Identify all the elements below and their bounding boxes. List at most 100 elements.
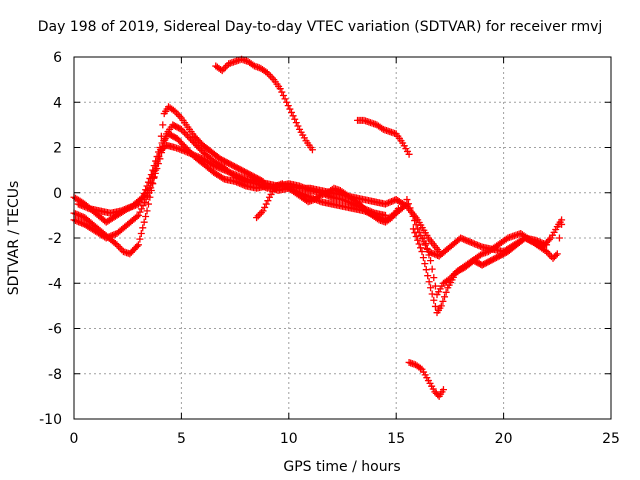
chart-title: Day 198 of 2019, Sidereal Day-to-day VTE… <box>37 19 603 35</box>
x-tick-label: 15 <box>387 431 405 447</box>
data-point <box>141 198 149 206</box>
data-point <box>405 150 413 158</box>
data-point <box>142 213 150 221</box>
data-point <box>259 177 267 185</box>
data-point <box>147 171 155 179</box>
data-point <box>174 111 182 119</box>
data-point <box>424 272 432 280</box>
data-point <box>193 142 201 150</box>
data-point <box>190 138 198 146</box>
data-point <box>427 257 435 265</box>
data-point <box>179 127 187 135</box>
x-tick-label: 0 <box>70 431 79 447</box>
data-point <box>140 190 148 198</box>
series-track-midday <box>253 180 402 226</box>
data-point <box>133 242 141 250</box>
data-point <box>439 386 447 394</box>
data-point <box>157 132 165 140</box>
data-point <box>134 211 142 219</box>
data-point <box>308 146 316 154</box>
data-point <box>284 102 292 110</box>
data-point <box>219 174 227 182</box>
data-point <box>412 232 420 240</box>
x-axis-label: GPS time / hours <box>283 459 400 475</box>
data-point <box>259 207 267 215</box>
data-point <box>258 177 266 185</box>
data-point <box>139 202 147 210</box>
series-track-low <box>405 358 447 400</box>
data-point <box>439 297 447 305</box>
data-point <box>184 132 192 140</box>
data-point <box>423 245 431 253</box>
data-point <box>278 88 286 96</box>
data-point <box>412 221 420 229</box>
data-point <box>176 112 184 120</box>
data-point <box>134 241 142 249</box>
data-point <box>425 251 433 259</box>
data-point <box>552 251 560 259</box>
data-point <box>430 274 438 282</box>
data-point <box>289 112 297 120</box>
data-point <box>294 122 302 130</box>
data-point <box>291 115 299 123</box>
data-point <box>137 195 145 203</box>
data-point <box>408 208 416 216</box>
data-point <box>144 178 152 186</box>
data-point <box>422 266 430 274</box>
data-point <box>182 130 190 138</box>
data-point <box>149 166 157 174</box>
data-point <box>150 162 158 170</box>
data-point <box>153 153 161 161</box>
data-point <box>442 288 450 296</box>
data-point <box>257 209 265 217</box>
data-point <box>152 157 160 165</box>
data-point <box>437 302 445 310</box>
data-point <box>147 184 155 192</box>
data-point <box>144 200 152 208</box>
data-point <box>428 265 436 273</box>
data-point <box>253 214 261 222</box>
data-point <box>403 196 411 204</box>
data-point <box>145 189 153 197</box>
data-point <box>139 193 147 201</box>
y-tick-label: -4 <box>48 276 62 292</box>
data-point <box>191 140 199 148</box>
data-point <box>159 142 167 150</box>
data-point <box>220 65 228 73</box>
data-point <box>418 248 426 256</box>
series-track-ridge <box>354 116 413 158</box>
y-tick-label: 0 <box>53 186 62 202</box>
data-point <box>555 234 563 242</box>
y-tick-label: -8 <box>48 367 62 383</box>
data-point <box>156 144 164 151</box>
series-track-afternoon-b <box>409 216 566 317</box>
data-point <box>264 197 272 205</box>
data-point <box>136 208 144 216</box>
data-point <box>256 210 264 218</box>
data-point <box>419 254 427 262</box>
data-point <box>137 229 145 237</box>
y-tick-label: -2 <box>48 231 62 247</box>
data-point <box>286 105 294 113</box>
data-point <box>140 218 148 226</box>
data-point <box>386 215 394 223</box>
data-point <box>139 224 147 232</box>
data-point <box>431 302 439 310</box>
data-point <box>261 203 269 211</box>
data-point <box>276 85 284 93</box>
data-point <box>154 148 162 156</box>
data-point <box>422 240 430 248</box>
data-point <box>381 211 389 219</box>
data-point <box>553 250 561 258</box>
data-point <box>431 282 439 290</box>
y-axis-label: SDTVAR / TECUs <box>6 181 22 296</box>
y-tick-label: -10 <box>39 412 62 428</box>
data-point <box>404 200 412 208</box>
data-point <box>425 278 433 286</box>
data-point <box>161 136 169 144</box>
data-point <box>417 244 425 252</box>
data-point <box>159 121 167 129</box>
data-point <box>411 217 419 225</box>
data-point <box>409 212 417 220</box>
data-point <box>268 74 276 82</box>
